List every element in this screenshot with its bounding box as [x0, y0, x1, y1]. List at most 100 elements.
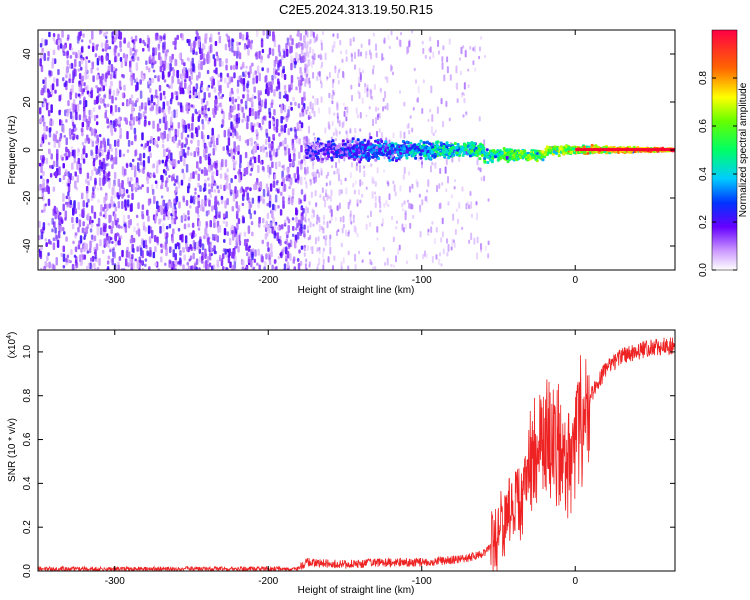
- heat-cell: [227, 249, 231, 258]
- heat-cell: [211, 205, 214, 212]
- heat-cell: [384, 76, 387, 80]
- heat-cell: [285, 231, 289, 236]
- heat-cell: [303, 224, 306, 230]
- heat-cell: [473, 237, 476, 245]
- heat-cell: [396, 36, 399, 40]
- heat-cell: [242, 71, 245, 77]
- heat-cell: [304, 82, 307, 87]
- heat-cell: [368, 38, 371, 46]
- heat-cell: [347, 201, 350, 210]
- heat-cell: [419, 230, 422, 238]
- heat-cell: [109, 73, 113, 80]
- heat-cell: [292, 225, 295, 231]
- heat-cell: [291, 38, 294, 46]
- heat-cell: [287, 148, 291, 156]
- heat-cell: [187, 146, 190, 151]
- heat-cell: [277, 80, 280, 90]
- heat-cell: [467, 84, 470, 88]
- heat-cell: [215, 67, 218, 75]
- heat-cell: [277, 72, 280, 76]
- heat-cell: [63, 82, 67, 88]
- heat-cell: [316, 263, 319, 267]
- heat-cell: [62, 163, 65, 169]
- heat-cell: [221, 61, 224, 67]
- heat-cell: [208, 189, 211, 195]
- heat-cell: [309, 246, 312, 251]
- heat-cell: [183, 254, 186, 261]
- heat-cell: [222, 146, 225, 151]
- heat-cell: [377, 107, 380, 111]
- heat-cell: [46, 185, 49, 193]
- heat-cell: [361, 181, 364, 186]
- heat-cell: [234, 125, 237, 129]
- heat-cell: [164, 203, 168, 210]
- heat-cell: [241, 266, 245, 270]
- heat-cell: [264, 88, 268, 95]
- heat-cell: [171, 206, 175, 216]
- heat-cell: [337, 80, 340, 85]
- heat-cell: [61, 30, 64, 38]
- heat-cell: [316, 98, 319, 105]
- heat-cell: [91, 219, 94, 224]
- heat-cell: [98, 105, 101, 110]
- heat-cell: [95, 96, 99, 105]
- heat-cell: [204, 248, 207, 257]
- heat-cell: [79, 162, 82, 171]
- heat-cell: [72, 103, 76, 113]
- heat-cell: [206, 86, 209, 92]
- heat-cell: [198, 72, 201, 78]
- heat-cell: [347, 250, 350, 256]
- heat-cell: [261, 165, 265, 171]
- heat-cell: [114, 147, 118, 157]
- heat-cell: [253, 86, 256, 93]
- heat-cell: [217, 31, 221, 36]
- heat-cell: [209, 193, 213, 199]
- heat-cell: [419, 204, 422, 210]
- heat-cell: [226, 168, 229, 173]
- heat-cell: [213, 86, 217, 93]
- heat-cell: [375, 106, 378, 112]
- heat-cell: [483, 175, 486, 182]
- heat-cell: [231, 96, 235, 105]
- heat-cell: [453, 186, 456, 190]
- heat-cell: [182, 198, 186, 203]
- heat-cell: [94, 53, 98, 58]
- heat-cell: [304, 160, 307, 166]
- heat-cell: [40, 175, 43, 180]
- heat-cell: [260, 254, 264, 263]
- heat-cell: [86, 223, 90, 230]
- heat-cell: [146, 186, 150, 194]
- heat-cell: [74, 246, 78, 253]
- heat-cell: [77, 93, 81, 97]
- heat-cell: [174, 46, 177, 50]
- heat-cell: [191, 222, 195, 228]
- heat-cell: [62, 193, 65, 203]
- heat-cell: [243, 46, 247, 51]
- heat-cell: [48, 74, 52, 78]
- heat-cell: [87, 198, 90, 203]
- heat-cell: [415, 179, 418, 185]
- heat-cell: [457, 218, 460, 224]
- heat-cell: [93, 157, 96, 162]
- heat-cell: [401, 208, 404, 212]
- heat-cell: [234, 246, 237, 250]
- heat-cell: [331, 164, 334, 169]
- heat-cell: [222, 253, 225, 260]
- heat-cell: [289, 253, 292, 261]
- heat-cell: [83, 227, 86, 236]
- heat-cell: [381, 53, 384, 61]
- heat-cell: [234, 160, 238, 165]
- heat-cell: [258, 264, 261, 270]
- heat-cell: [195, 51, 198, 56]
- heat-cell: [300, 245, 304, 250]
- heat-cell: [249, 172, 252, 177]
- heat-cell: [108, 203, 112, 209]
- heat-cell: [272, 216, 275, 224]
- heat-cell: [442, 248, 445, 255]
- heat-cell: [446, 251, 449, 257]
- heat-cell: [249, 159, 252, 166]
- heat-cell: [328, 92, 331, 99]
- heat-cell: [366, 89, 369, 98]
- heat-cell: [405, 260, 408, 265]
- heat-cell: [103, 32, 106, 38]
